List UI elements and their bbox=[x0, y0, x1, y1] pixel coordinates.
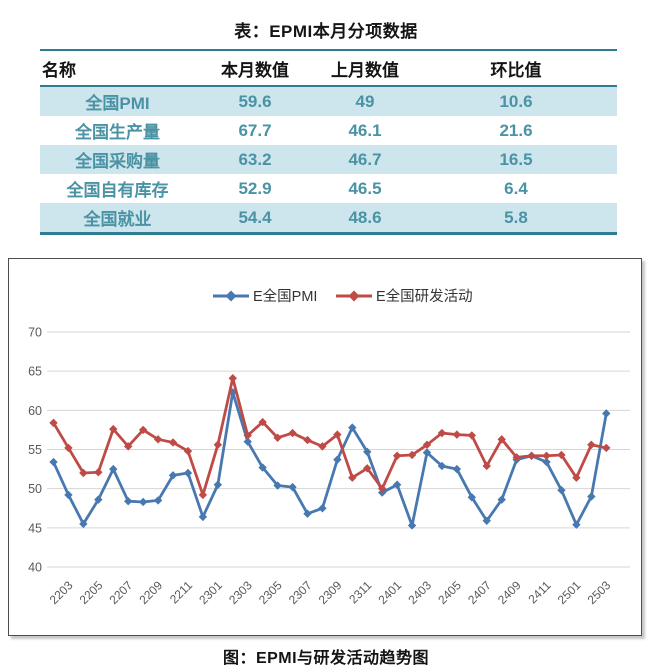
table-title: 表：EPMI本月分项数据 bbox=[234, 22, 418, 41]
x-axis-tick-label: 2203 bbox=[47, 578, 76, 607]
x-axis-tick-label: 2211 bbox=[167, 578, 195, 606]
y-axis-tick-label: 70 bbox=[28, 326, 42, 340]
legend-item-pmi-label: E全国PMI bbox=[253, 287, 317, 305]
table-row: 全国生产量 67.7 46.1 21.6 bbox=[40, 116, 617, 145]
row-change-value: 21.6 bbox=[499, 120, 533, 140]
y-axis-tick-label: 55 bbox=[28, 443, 42, 457]
x-axis-tick-label: 2503 bbox=[585, 578, 614, 607]
x-axis-tick-label: 2501 bbox=[555, 578, 584, 607]
x-axis-tick-label: 2407 bbox=[465, 578, 494, 607]
x-axis-tick-label: 2207 bbox=[107, 578, 136, 607]
row-change-value: 10.6 bbox=[499, 91, 533, 111]
table-row: 全国采购量 63.2 46.7 16.5 bbox=[40, 145, 617, 174]
x-axis-tick-label: 2307 bbox=[286, 578, 315, 607]
col-header-name: 名称 bbox=[40, 50, 195, 87]
row-previous-value: 46.5 bbox=[348, 178, 382, 198]
row-previous-value: 49 bbox=[355, 91, 375, 111]
x-axis-tick-label: 2311 bbox=[346, 578, 374, 606]
table-row: 全国自有库存 52.9 46.5 6.4 bbox=[40, 174, 617, 203]
row-previous-value: 46.1 bbox=[348, 120, 382, 140]
row-current-value: 67.7 bbox=[238, 120, 272, 140]
row-current-value: 63.2 bbox=[238, 149, 272, 169]
row-current-value: 54.4 bbox=[238, 207, 272, 227]
row-current-value: 52.9 bbox=[238, 178, 272, 198]
y-axis-tick-label: 65 bbox=[28, 365, 42, 379]
x-axis-tick-label: 2405 bbox=[435, 578, 464, 607]
row-change-value: 16.5 bbox=[499, 149, 533, 169]
epmi-data-table: 名称 本月数值 上月数值 环比值 全国PMI 59.6 49 10.6 全国生产量 67.… bbox=[40, 49, 617, 235]
x-axis-tick-label: 2411 bbox=[525, 578, 553, 606]
rnd-series-line bbox=[52, 376, 607, 497]
table-body: 全国PMI 59.6 49 10.6 全国生产量 67.7 46.1 21.6 全国采购量 63.… bbox=[40, 86, 617, 234]
legend-item-rnd-marker-icon bbox=[348, 290, 360, 302]
row-name: 全国生产量 bbox=[75, 123, 160, 142]
y-axis-tick-label: 50 bbox=[28, 482, 42, 496]
x-axis-tick-label: 2209 bbox=[136, 578, 165, 607]
x-axis-tick-label: 2301 bbox=[196, 578, 225, 607]
legend-item-rnd-label: E全国研发活动 bbox=[376, 287, 473, 305]
row-previous-value: 48.6 bbox=[348, 207, 382, 227]
row-name: 全国自有库存 bbox=[66, 181, 169, 200]
row-change-value: 5.8 bbox=[504, 207, 528, 227]
x-axis-tick-label: 2401 bbox=[375, 578, 404, 607]
table-row: 全国就业 54.4 48.6 5.8 bbox=[40, 203, 617, 234]
x-axis-tick-label: 2205 bbox=[77, 578, 106, 607]
row-change-value: 6.4 bbox=[504, 178, 528, 198]
legend-item-pmi-marker-icon bbox=[225, 290, 237, 302]
row-previous-value: 46.7 bbox=[348, 149, 382, 169]
col-header-current: 本月数值 bbox=[195, 50, 315, 87]
trend-chart-figure: 70 65 60 55 50 45 40 2203 2205 2207 2209 2211 2301 23… bbox=[8, 258, 642, 636]
x-axis-tick-label: 2309 bbox=[316, 578, 345, 607]
x-axis-tick-label: 2305 bbox=[256, 578, 285, 607]
figure-caption: 图：EPMI与研发活动趋势图 bbox=[222, 650, 430, 667]
pmi-series-markers bbox=[49, 388, 611, 530]
table-row: 全国PMI 59.6 49 10.6 bbox=[40, 86, 617, 116]
pmi-series-line bbox=[52, 390, 608, 527]
x-axis-tick-label: 2303 bbox=[226, 578, 255, 607]
row-name: 全国就业 bbox=[83, 210, 152, 229]
y-axis-tick-label: 45 bbox=[28, 521, 42, 535]
row-name: 全国采购量 bbox=[75, 152, 160, 171]
table-header: 名称 本月数值 上月数值 环比值 bbox=[40, 50, 617, 87]
row-current-value: 59.6 bbox=[238, 91, 272, 111]
x-axis-tick-label: 2403 bbox=[405, 578, 434, 607]
col-header-previous: 上月数值 bbox=[315, 50, 415, 87]
y-axis-tick-label: 60 bbox=[28, 404, 42, 418]
col-header-change: 环比值 bbox=[415, 50, 617, 87]
y-axis-tick-label: 40 bbox=[28, 561, 42, 575]
x-axis-tick-label: 2409 bbox=[495, 578, 524, 607]
row-name: 全国PMI bbox=[85, 94, 150, 113]
